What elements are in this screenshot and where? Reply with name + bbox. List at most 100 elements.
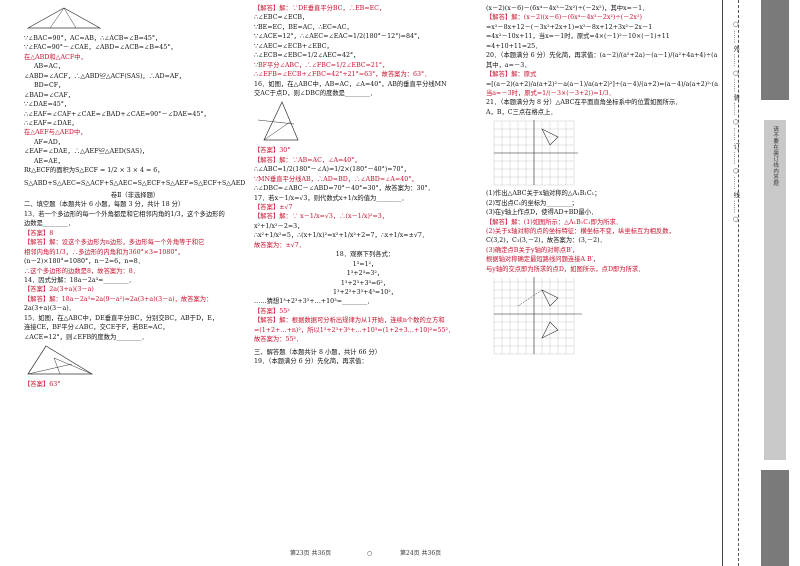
text-line: ∵∠AEC=∠ECB+∠EBC， xyxy=(254,42,333,50)
text-line: ∠BAD=∠CAF， xyxy=(24,91,75,99)
text-line: (n－2)×180°=1080°，n－2=6，n=8． xyxy=(24,258,145,266)
solution-line: 【解答】解：∵AB=AC，∠A=40°， xyxy=(254,156,361,164)
answer-label: 【答案】63° xyxy=(24,381,61,388)
answer-label: 【答案】2a(3+a)(3－a) xyxy=(24,286,94,294)
text-line: 边数是________． xyxy=(24,220,75,228)
text-line: x²+1/x²－2=3， xyxy=(254,222,304,230)
text-line: (1)作出△ABC关于x轴对称的△A₁B₁C₁； xyxy=(486,190,601,198)
answer-label: 【答案】30° xyxy=(254,147,291,155)
middle-column: 【解答】解：∵DE垂直平分BC，∴EB=EC， ∴∠EBC=∠ECB， ∵BE=… xyxy=(254,4,476,524)
question-20: 20．（本题满分 6 分）先化简，再求值：(a－2)/(a²+2a)－(a－1)… xyxy=(486,52,718,60)
left-column: ∵∠BAC=90°，AC=AB，∴∠ACB=∠B=45°， ∵∠FAC=90°－… xyxy=(24,4,246,524)
text-line: 2a(3+a)(3－a)． xyxy=(24,305,75,313)
solution-line: (2)关于x轴对称的点的坐标特征：横坐标不变，纵坐标互为相反数， xyxy=(486,228,675,235)
text-line: 1³+2³+3³=6²， xyxy=(340,279,390,287)
coordinate-grid-solution xyxy=(493,277,582,355)
page-number-right: 第24页 共36页 xyxy=(400,550,442,557)
outer-binding-text: ○ …… 外 …… ○ …… 装 …… ○ …… 订 …… ○ …… 线 …… … xyxy=(731,20,740,224)
answer-label: 【答案】±√7 xyxy=(254,204,293,211)
text-line: ∴∠DBC=∠ABC－∠ABD=70°－40°=30°，故答案为：30°． xyxy=(254,185,434,193)
solution-line: 根据轴对称确定最短路线问题连接A B′， xyxy=(486,256,600,264)
text-line: ∴∠ABC=1/2(180°－∠A)=1/2×(180°－40°)=70°， xyxy=(254,166,410,174)
solution-line: 故答案为：±√7． xyxy=(254,241,306,249)
triangle-figure-q16 xyxy=(257,101,299,141)
solution-line: 当a=－3时，原式=1/(－3×(－3+2))=1/3． xyxy=(486,89,615,97)
solution-line: 【解答】解：∵ x－1/x=√3，∴(x－1/x)²=3， xyxy=(254,213,389,221)
text-line: ∵BE=EC，BE=AC，∴EC=AC， xyxy=(254,23,353,31)
text-line: 在△ABD和△ACF中， xyxy=(24,53,87,61)
text-line: 1³=1²， xyxy=(352,260,378,268)
text-line: ∵∠BAC=90°，AC=AB，∴∠ACB=∠B=45°， xyxy=(24,35,162,42)
question-14: 14．因式分解：18a－2a³=________． xyxy=(24,276,135,284)
text-line: 交AC于点D，则∠DBC的度数是________． xyxy=(254,89,377,97)
question-15: 15．如图，在△ABC中，DE垂直平分BC，分别交BC，AB于D，E， xyxy=(24,314,219,322)
solution-line: 【解答】解：设这个多边形为n边形，多边形每一个外角等于和它 xyxy=(24,239,205,247)
inner-notice-text: 请不要在装订线内答题 xyxy=(772,126,779,186)
text-line: =x²－8x+12－(－3x²+2x+1)=x²－8x+12+3x²－2x－1 xyxy=(486,23,653,31)
text-line: 1³+2³+3³+4³=10²， xyxy=(332,288,398,296)
section-heading: 二、填空题（本题共计 6 小题，每题 3 分，共计 18 分） xyxy=(24,201,185,209)
binding-strip: ○ …… 外 …… ○ …… 装 …… ○ …… 订 …… ○ …… 线 …… … xyxy=(722,0,800,566)
text-line: ∴x²+1/x²=5，∴(x+1/x)²=x²+1/x²+2=7，∴x+1/x=… xyxy=(254,232,429,240)
solution-line: 故答案为：55²． xyxy=(254,336,303,344)
text-line: ∠EAF=∠DAE，∴△AEF≌△AED(SAS)， xyxy=(24,148,149,156)
question-21: 21．（本题满分为 8 分）△ABC在平面直角坐标系中的位置如图所示． xyxy=(486,99,682,107)
coordinate-grid-figure xyxy=(493,120,578,186)
text-line: ∠ABD=∠ACF，∴△ABD≌△ACF(SAS)，∴AD=AF， xyxy=(24,72,186,80)
gray-block-top xyxy=(761,0,789,100)
solution-line: =(1+2+…+n)²，所以1³+2³+3³+…+10³=(1+2+3…+10)… xyxy=(254,326,455,334)
text-line: ∵∠DAE=45°， xyxy=(24,101,71,109)
text-line: ∵∠ACE=12°，∴∠AEC=∠EAC=1/2(180°－12°)=84°， xyxy=(254,33,424,41)
solution-line: 【解答】解：(x－2)(x－6)－(6x⁴－4x³－2x²)÷(－2x²) xyxy=(486,14,642,22)
triangle-figure-top xyxy=(26,7,102,29)
text-line: ∵∠FAC=90°－∠CAE，∠ABD=∠ACB=∠B=45°， xyxy=(24,44,177,52)
text-line: AF=AD， xyxy=(34,138,65,146)
text-line: 在△AEF与△AED中， xyxy=(24,129,87,137)
text-line: =4x²－10x+11，当x=－1时，原式=4×(－1)²－10×(－1)+11 xyxy=(486,33,670,41)
text-line: (2)写出点C₁的坐标为________； xyxy=(486,199,578,207)
solution-line: ∴这个多边形的边数是8，故答案为：8． xyxy=(24,267,140,275)
question-17: 17．若x－1/x=√3，则代数式x+1/x的值为________． xyxy=(254,194,408,202)
strip-edge-line xyxy=(722,0,723,566)
text-line: ∴∠EAF=∠DAE， xyxy=(24,119,78,127)
section-title: 卷Ⅱ（非选择题） xyxy=(110,192,160,199)
solution-line: 相邻内角的1/3，∴多边形的内角和为360°×3=1080°， xyxy=(24,248,184,256)
solution-line: 【解答】解：根据数据可分析出规律为从1开始，连续n个数的立方和 xyxy=(254,317,445,325)
text-line: =4+10+11=25． xyxy=(486,42,542,50)
dashed-cut-line xyxy=(738,0,739,566)
answer-label: 【答案】8 xyxy=(24,229,54,237)
inner-notice-box: 请不要在装订线内答题 xyxy=(764,120,786,460)
text-line: =[(a－2)(a+2)/a(a+2)²－a(a－1)/a(a+2)²]÷(a－… xyxy=(486,80,718,88)
solution-line: 【解答】解：(1)如图所示：△A₁B₁C₁即为所求． xyxy=(486,218,623,226)
text-line: (x－2)(x－6)－(6x⁴－4x³－2x²)÷(－2x²)，其中x=－1． xyxy=(486,5,649,12)
right-column: (x－2)(x－6)－(6x⁴－4x³－2x²)÷(－2x²)，其中x=－1． … xyxy=(486,4,718,524)
text-line: ∴∠ECB=∠EBC=1/2∠AEC=42°， xyxy=(254,52,360,60)
solution-line: 【解答】解：18a－2a³=2a(9－a²)=2a(3+a)(3－a)，故答案为… xyxy=(24,295,213,303)
section-heading: 三、解答题（本题共计 8 小题，共计 66 分） xyxy=(254,348,382,356)
text-line: S△ABD+S△AEC=S△ACF+S△AEC=S△ECF+S△AEF=S△EC… xyxy=(24,179,246,187)
solution-line: ∵MN垂直平分线AB，∴AD=BD，∴∠ABD=∠A=40°， xyxy=(254,175,418,183)
text-line: AE=AE， xyxy=(34,157,64,165)
solution-line: ∴∠EFB=∠ECB+∠FBC=42°+21°=63°，故答案为：63°． xyxy=(254,71,431,79)
solution-line: (3)确定点B关于y轴的对称点B′， xyxy=(486,246,579,254)
solution-line: ∵BF平分∠ABC，∴∠FBC=1/2∠EBC=21°， xyxy=(254,61,389,69)
text-line: ∠ACE=12°，则∠EFB的度数为________． xyxy=(24,333,148,341)
text-line: ……猜想1³+2³+3³+…+10³=________． xyxy=(254,298,374,306)
question-18: 18．观察下列各式： xyxy=(335,251,395,259)
page-number-left: 第23页 共36页 xyxy=(290,550,332,557)
text-line: AB=AC， xyxy=(34,63,65,71)
text-line: Rt△ECF的面积为S△ECF = 1/2 × 3 × 4 = 6， xyxy=(24,167,164,175)
text-line: C(3,2)，C₁(3,－2)，故答案为：(3,－2)． xyxy=(486,237,606,245)
question-19: 19．（本题满分 6 分）先化简，再求值： xyxy=(254,358,368,365)
question-16: 16．如图，在△ABC中，AB=AC，∠A=40°，AB的垂直平分线MN xyxy=(254,80,447,88)
question-13: 13．若一个多边形的每一个外角都是和它相邻内角的1/3，这个多边形的 xyxy=(24,210,225,218)
solution-line: 与y轴的交点即为所求的点D，如图所示，点D即为所求． xyxy=(486,265,645,273)
solution-line: 【解答】解：∵DE垂直平分BC，∴EB=EC， xyxy=(254,5,386,12)
text-line: 其中，a=－3． xyxy=(486,61,531,69)
text-line: 连接CE，BF平分∠ABC，交CE于F，若BE=AC， xyxy=(24,324,169,332)
text-line: 1³+2³=3²， xyxy=(346,270,384,278)
text-line: (3)在y轴上作点D，使得AD+BD最小． xyxy=(486,209,598,217)
center-circle-mark: ○ xyxy=(367,550,373,557)
triangle-figure-q15 xyxy=(27,345,94,375)
text-line: A，B，C三点在格点上． xyxy=(486,108,557,116)
